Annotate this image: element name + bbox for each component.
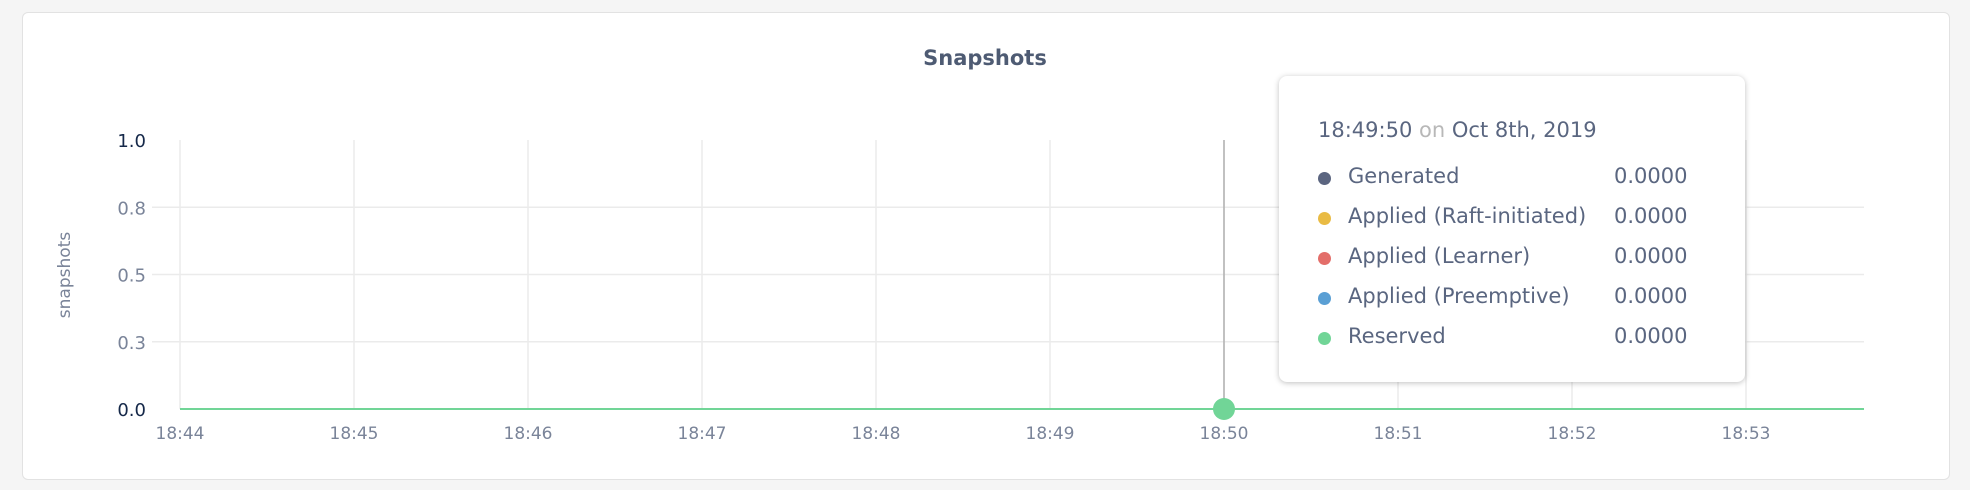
x-tick-label: 18:46 (504, 424, 553, 444)
tooltip-row: Applied (Raft-initiated) 0.0000 (1318, 204, 1718, 234)
x-tick-label: 18:51 (1374, 424, 1423, 444)
tooltip-on: on (1419, 118, 1446, 142)
tooltip: 18:49:50 on Oct 8th, 2019 Generated 0.000… (1279, 76, 1745, 382)
tooltip-date: Oct 8th, 2019 (1451, 118, 1597, 142)
y-axis-label: snapshots (55, 232, 75, 319)
y-tick-label: 1.0 (117, 131, 146, 152)
hover-point (1213, 398, 1235, 420)
tooltip-header: 18:49:50 on Oct 8th, 2019 (1318, 118, 1597, 142)
series-dot-icon (1318, 212, 1331, 225)
x-tick-label: 18:48 (852, 424, 901, 444)
x-tick-label: 18:50 (1200, 424, 1249, 444)
tooltip-value: 0.0000 (1614, 324, 1688, 348)
tooltip-row: Applied (Preemptive) 0.0000 (1318, 284, 1718, 314)
tooltip-label: Applied (Learner) (1348, 244, 1531, 268)
tooltip-time: 18:49:50 (1318, 118, 1413, 142)
series-dot-icon (1318, 292, 1331, 305)
x-tick-label: 18:44 (156, 424, 205, 444)
tooltip-label: Reserved (1348, 324, 1446, 348)
tooltip-value: 0.0000 (1614, 204, 1688, 228)
tooltip-label: Applied (Preemptive) (1348, 284, 1570, 308)
tooltip-value: 0.0000 (1614, 284, 1688, 308)
tooltip-row: Reserved 0.0000 (1318, 324, 1718, 354)
y-tick-label: 0.5 (117, 266, 146, 287)
x-tick-label: 18:52 (1548, 424, 1597, 444)
tooltip-value: 0.0000 (1614, 164, 1688, 188)
tooltip-value: 0.0000 (1614, 244, 1688, 268)
tooltip-label: Applied (Raft-initiated) (1348, 204, 1587, 228)
x-tick-label: 18:47 (678, 424, 727, 444)
y-tick-label: 0.0 (117, 400, 146, 421)
y-tick-label: 0.8 (117, 198, 146, 219)
tooltip-row: Applied (Learner) 0.0000 (1318, 244, 1718, 274)
x-tick-label: 18:49 (1026, 424, 1075, 444)
tooltip-label: Generated (1348, 164, 1460, 188)
x-tick-label: 18:45 (330, 424, 379, 444)
series-dot-icon (1318, 332, 1331, 345)
x-tick-label: 18:53 (1722, 424, 1771, 444)
chart-title: Snapshots (923, 46, 1047, 70)
series-dot-icon (1318, 172, 1331, 185)
tooltip-row: Generated 0.0000 (1318, 164, 1718, 194)
y-tick-label: 0.3 (117, 333, 146, 354)
series-dot-icon (1318, 252, 1331, 265)
